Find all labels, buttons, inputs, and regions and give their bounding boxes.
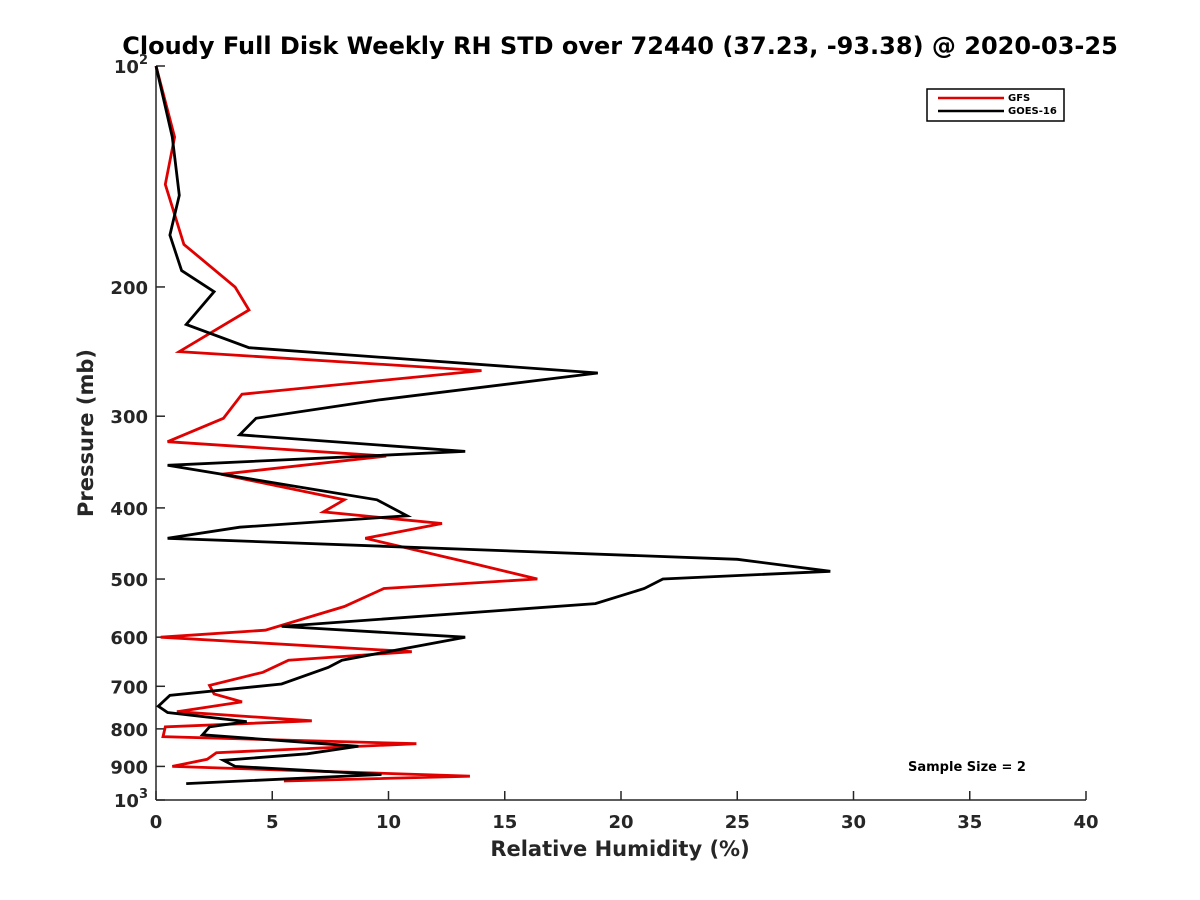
x-axis-ticks: 0 5 10 15 20 25 30 35 40	[150, 791, 1099, 833]
chart-title: Cloudy Full Disk Weekly RH STD over 7244…	[122, 32, 1118, 60]
y-axis-label: Pressure (mb)	[74, 349, 98, 517]
series-group	[154, 65, 831, 785]
y-tick-label: 102	[114, 53, 148, 78]
y-tick-label: 103	[114, 787, 148, 812]
y-tick-label: 500	[110, 570, 148, 591]
x-tick-label: 30	[841, 812, 866, 833]
series-line-gfs	[154, 65, 538, 783]
y-tick-label: 200	[110, 278, 148, 299]
y-tick-label: 700	[110, 677, 148, 698]
y-axis-ticks: 102 200 300 400 500 600 700 800 900 103	[110, 53, 165, 812]
x-tick-label: 0	[150, 812, 163, 833]
y-tick-label: 900	[110, 757, 148, 778]
x-axis-label: Relative Humidity (%)	[490, 837, 749, 861]
x-tick-label: 20	[608, 812, 633, 833]
sample-size-annotation: Sample Size = 2	[908, 760, 1026, 775]
series-line-goes16	[154, 65, 831, 785]
plot-area	[155, 66, 1086, 801]
x-tick-label: 10	[376, 812, 401, 833]
x-tick-label: 5	[266, 812, 279, 833]
legend-label-goes16: GOES-16	[1008, 106, 1057, 117]
x-tick-label: 25	[725, 812, 750, 833]
legend-box	[926, 88, 1065, 122]
y-tick-label: 400	[110, 499, 148, 520]
y-tick-label: 600	[110, 628, 148, 649]
x-tick-label: 15	[492, 812, 517, 833]
y-tick-label: 800	[110, 720, 148, 741]
y-tick-label: 300	[110, 407, 148, 428]
x-tick-label: 40	[1073, 812, 1098, 833]
legend-label-gfs: GFS	[1008, 93, 1030, 104]
legend: GFS GOES-16	[926, 88, 1065, 122]
x-tick-label: 35	[957, 812, 982, 833]
